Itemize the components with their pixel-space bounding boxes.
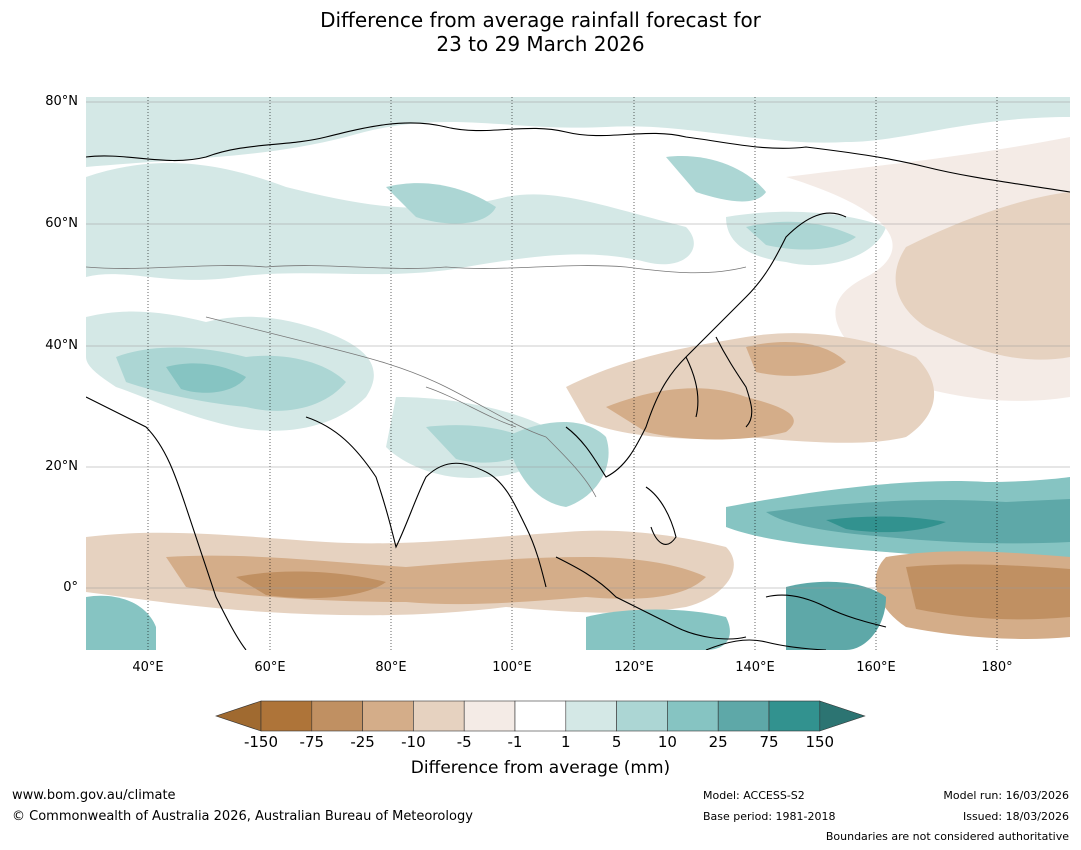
legend-tick-label: 5: [611, 733, 622, 751]
coastlines: [86, 122, 1070, 650]
lat-label-20n: 20°N: [45, 459, 78, 474]
colorbar-swatch: [565, 700, 617, 732]
lat-label-80n: 80°N: [45, 94, 78, 109]
footer-url[interactable]: www.bom.gov.au/climate: [12, 788, 176, 803]
legend-tick-label: 25: [708, 733, 728, 751]
colorbar-swatch: [768, 700, 821, 732]
title-line-2: 23 to 29 March 2026: [436, 32, 645, 56]
legend-tick-label: 1: [561, 733, 571, 751]
colorbar-swatch: [260, 700, 313, 732]
legend-tick-label: 75: [759, 733, 779, 751]
colorbar-swatch: [717, 700, 770, 732]
colorbar-arrow-high: [819, 700, 866, 732]
footer-copyright: © Commonwealth of Australia 2026, Austra…: [12, 809, 473, 824]
colorbar-swatches: [215, 700, 866, 732]
colorbar-swatch: [514, 700, 567, 732]
colorbar-swatch: [362, 700, 414, 732]
legend-tick-label: -25: [350, 733, 375, 751]
country-borders: [86, 265, 747, 498]
legend-tick-label: -1: [507, 733, 523, 751]
rainfall-anomaly-map: [86, 97, 1070, 650]
lon-label-140e: 140°E: [735, 660, 775, 675]
lon-label-120e: 120°E: [614, 660, 654, 675]
legend-tick-label: 10: [657, 733, 677, 751]
footer-issued: Issued: 18/03/2026: [962, 810, 1069, 823]
lat-label-40n: 40°N: [45, 338, 78, 353]
lon-label-180: 180°: [981, 660, 1013, 675]
footer-boundaries-note: Boundaries are not considered authoritat…: [825, 830, 1069, 843]
footer-model-run: Model run: 16/03/2026: [943, 789, 1069, 802]
colorbar-swatch: [413, 700, 465, 732]
legend-colorbar: [215, 700, 866, 732]
anomaly-fields: [86, 97, 1070, 650]
grid-lines: [147, 97, 998, 650]
legend-tick-label: -150: [243, 733, 279, 751]
footer-base-period: Base period: 1981-2018: [703, 810, 836, 823]
legend-tick-label: -5: [456, 733, 472, 751]
lon-label-160e: 160°E: [856, 660, 896, 675]
legend-tick-label: -10: [401, 733, 426, 751]
colorbar-arrow-low: [215, 700, 262, 732]
legend-tick-label: 150: [805, 733, 835, 751]
lat-label-60n: 60°N: [45, 216, 78, 231]
colorbar-swatch: [667, 700, 719, 732]
lon-label-80e: 80°E: [375, 660, 407, 675]
footer-model: Model: ACCESS-S2: [703, 789, 805, 802]
map-title: Difference from average rainfall forecas…: [0, 8, 1081, 56]
lat-label-equator: 0°: [63, 580, 78, 595]
legend-title: Difference from average (mm): [410, 758, 671, 778]
colorbar-swatch: [616, 700, 668, 732]
lon-label-40e: 40°E: [132, 660, 164, 675]
title-line-1: Difference from average rainfall forecas…: [320, 8, 761, 32]
legend-tick-label: -75: [299, 733, 325, 751]
lon-label-100e: 100°E: [492, 660, 532, 675]
colorbar-swatch: [463, 700, 516, 732]
latitude-lines: [86, 101, 1070, 589]
lon-label-60e: 60°E: [254, 660, 286, 675]
colorbar-swatch: [311, 700, 363, 732]
